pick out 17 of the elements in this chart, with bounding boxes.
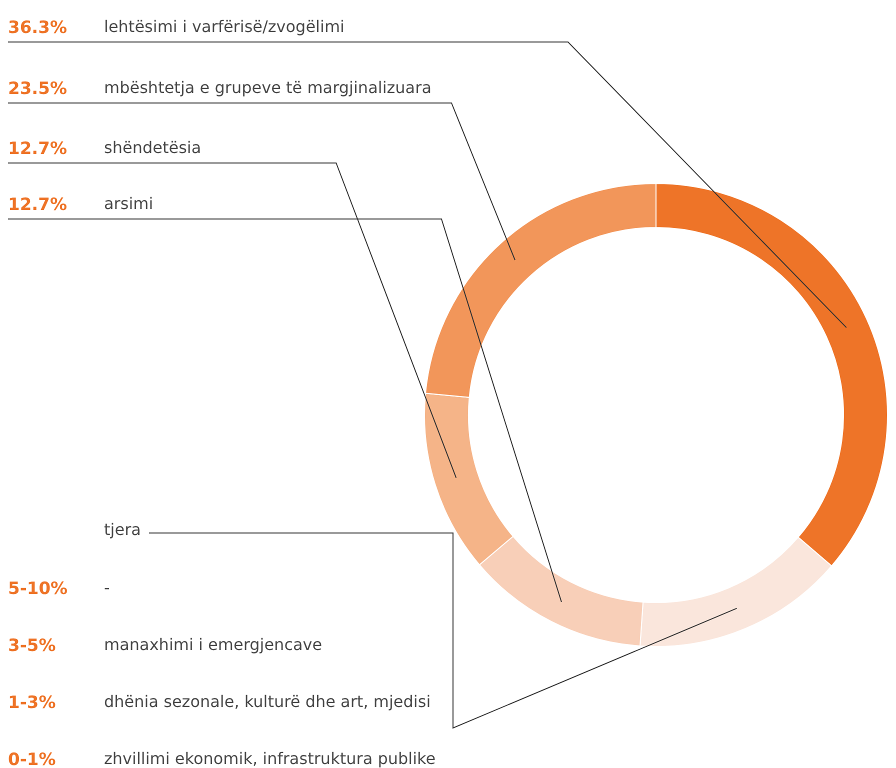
data-label: 12.7% [8, 138, 67, 159]
slice-label: arsimi [104, 194, 154, 214]
data-label: 36.3% [8, 18, 67, 38]
text: 5-10% [8, 578, 68, 599]
text: dhënia sezonale, kulturë dhe art, mjedisi [104, 692, 431, 712]
slice-label: shëndetësia [104, 138, 202, 158]
text: zhvillimi ekonomik, infrastruktura publike [104, 749, 436, 768]
text: - [104, 578, 110, 598]
data-label: 23.5% [8, 78, 67, 99]
text: 0-1% [8, 750, 56, 768]
slice-label: lehtësimi i varfërisë/zvogëlimi [104, 17, 344, 36]
text: 1-3% [8, 692, 56, 713]
slice-label: tjera [104, 520, 141, 540]
text: 3-5% [8, 636, 56, 656]
text: manaxhimi i emergjencave [104, 635, 322, 654]
data-label: 12.7% [8, 194, 67, 215]
slice-label: mbështetja e grupeve të margjinalizuara [104, 78, 432, 98]
